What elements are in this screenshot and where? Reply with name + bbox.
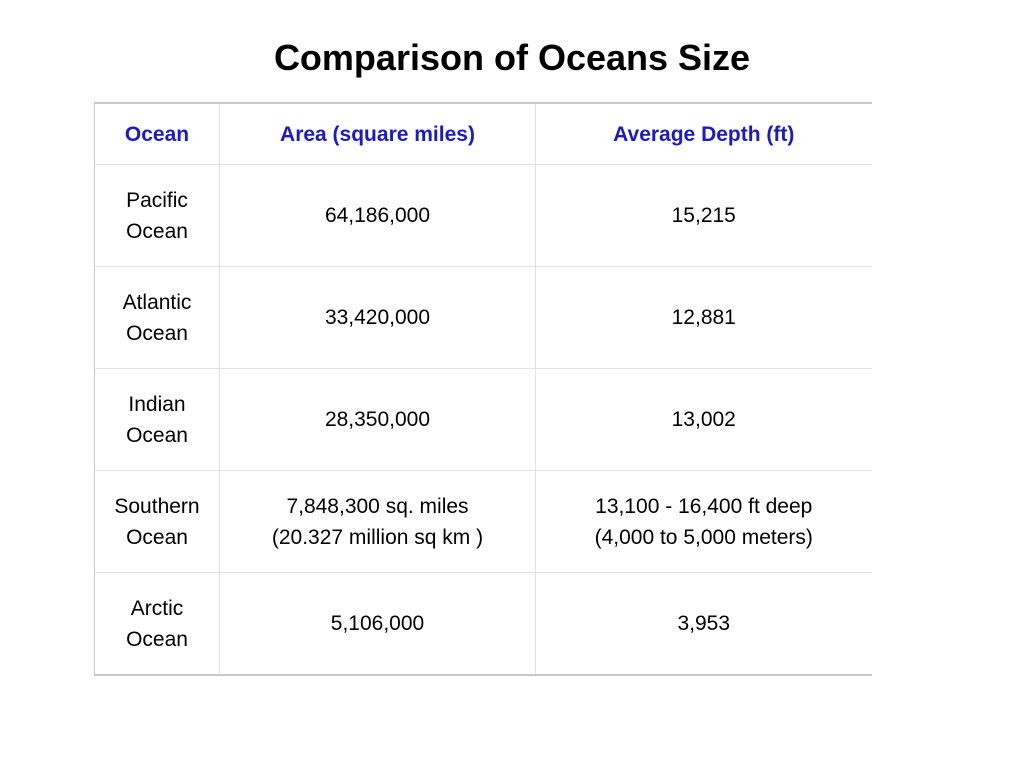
cell-text: 15,215 (671, 204, 736, 227)
cell-text: 33,420,000 (324, 306, 431, 329)
table-cell: Pacific Ocean (94, 164, 220, 267)
cell-text: Atlantic Ocean (122, 290, 192, 345)
table-cell: 7,848,300 sq. miles (20.327 million sq km… (219, 470, 536, 573)
table-cell: 13,002 (535, 368, 872, 471)
cell-text: 3,953 (677, 612, 731, 635)
table-row: Arctic Ocean 5,106,000 3,953 (94, 572, 872, 676)
cell-text: (20.327 million sq km ) (271, 525, 484, 549)
table-cell: 12,881 (535, 266, 872, 369)
table-cell: Atlantic Ocean (94, 266, 220, 369)
cell-text: (4,000 to 5,000 meters) (594, 525, 813, 549)
title: Comparison of Oceans Size (273, 37, 751, 78)
table-cell: 3,953 (535, 572, 872, 676)
header-row: Ocean Area (square miles) Average Depth (f… (94, 102, 872, 165)
table-cell: 28,350,000 (219, 368, 536, 471)
table-row: Atlantic Ocean 33,420,000 12,881 (94, 266, 872, 369)
table-cell: 15,215 (535, 164, 872, 267)
cell-text: Arctic Ocean (126, 596, 188, 651)
table-cell: 5,106,000 (219, 572, 536, 676)
table-cell: 13,100 - 16,400 ft deep (4,000 to 5,000 m… (535, 470, 872, 573)
table-cell: Arctic Ocean (94, 572, 220, 676)
cell-text: 13,100 - 16,400 ft deep (595, 494, 813, 518)
table-cell: 33,420,000 (219, 266, 536, 369)
cell-text: Southern Ocean (114, 494, 200, 549)
table-row: Pacific Ocean 64,186,000 15,215 (94, 164, 872, 267)
header-cell: Ocean (94, 102, 220, 165)
cell-text: 12,881 (671, 306, 736, 329)
table-body: Pacific Ocean 64,186,000 15,215 Atlantic Oc… (94, 164, 872, 676)
table-head: Ocean Area (square miles) Average Depth (f… (94, 102, 872, 165)
table-cell: Indian Ocean (94, 368, 220, 471)
cell-text: 13,002 (671, 408, 736, 431)
table-cell: 64,186,000 (219, 164, 536, 267)
header-cell: Area (square miles) (219, 102, 536, 165)
ocean-table: Ocean Area (square miles) Average Depth (f… (94, 102, 872, 676)
table-cell: Southern Ocean (94, 470, 220, 573)
cell-text: Pacific Ocean (126, 188, 188, 243)
header-cell: Average Depth (ft) (535, 102, 872, 165)
cell-text: 7,848,300 sq. miles (286, 494, 469, 518)
cell-text: 5,106,000 (330, 612, 425, 635)
cell-text: 64,186,000 (324, 204, 431, 227)
cell-text: 28,350,000 (324, 408, 431, 431)
table-row: Southern Ocean 7,848,300 sq. miles (20.327… (94, 470, 872, 573)
table-row: Indian Ocean 28,350,000 13,002 (94, 368, 872, 471)
cell-text: Indian Ocean (126, 392, 188, 447)
